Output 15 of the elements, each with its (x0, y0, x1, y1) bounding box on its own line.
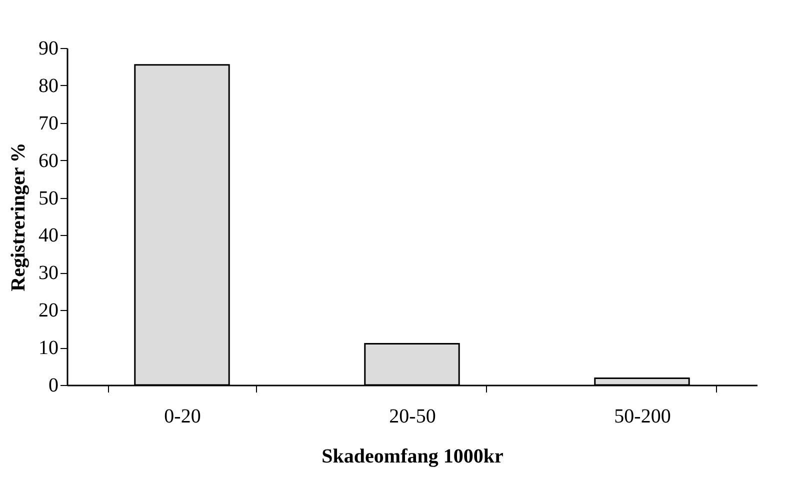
x-tick-label: 0-20 (164, 406, 201, 428)
y-tick-label: 60 (38, 150, 58, 172)
x-axis-title: Skadeomfang 1000kr (322, 446, 504, 468)
y-tick-label: 80 (38, 74, 58, 97)
y-axis-title: Registreringer % (8, 142, 30, 292)
y-tick-label: 10 (38, 337, 58, 360)
y-tick-label: 50 (38, 187, 58, 210)
y-tick-label: 90 (38, 38, 58, 60)
y-tick-label: 30 (38, 262, 58, 284)
y-tick-label: 40 (38, 224, 58, 247)
y-tick-label: 0 (48, 374, 58, 396)
x-tick-label: 50-200 (614, 406, 671, 428)
y-tick-label: 70 (38, 112, 58, 134)
x-tick-label: 20-50 (389, 406, 436, 428)
y-tick-label: 20 (38, 300, 58, 322)
